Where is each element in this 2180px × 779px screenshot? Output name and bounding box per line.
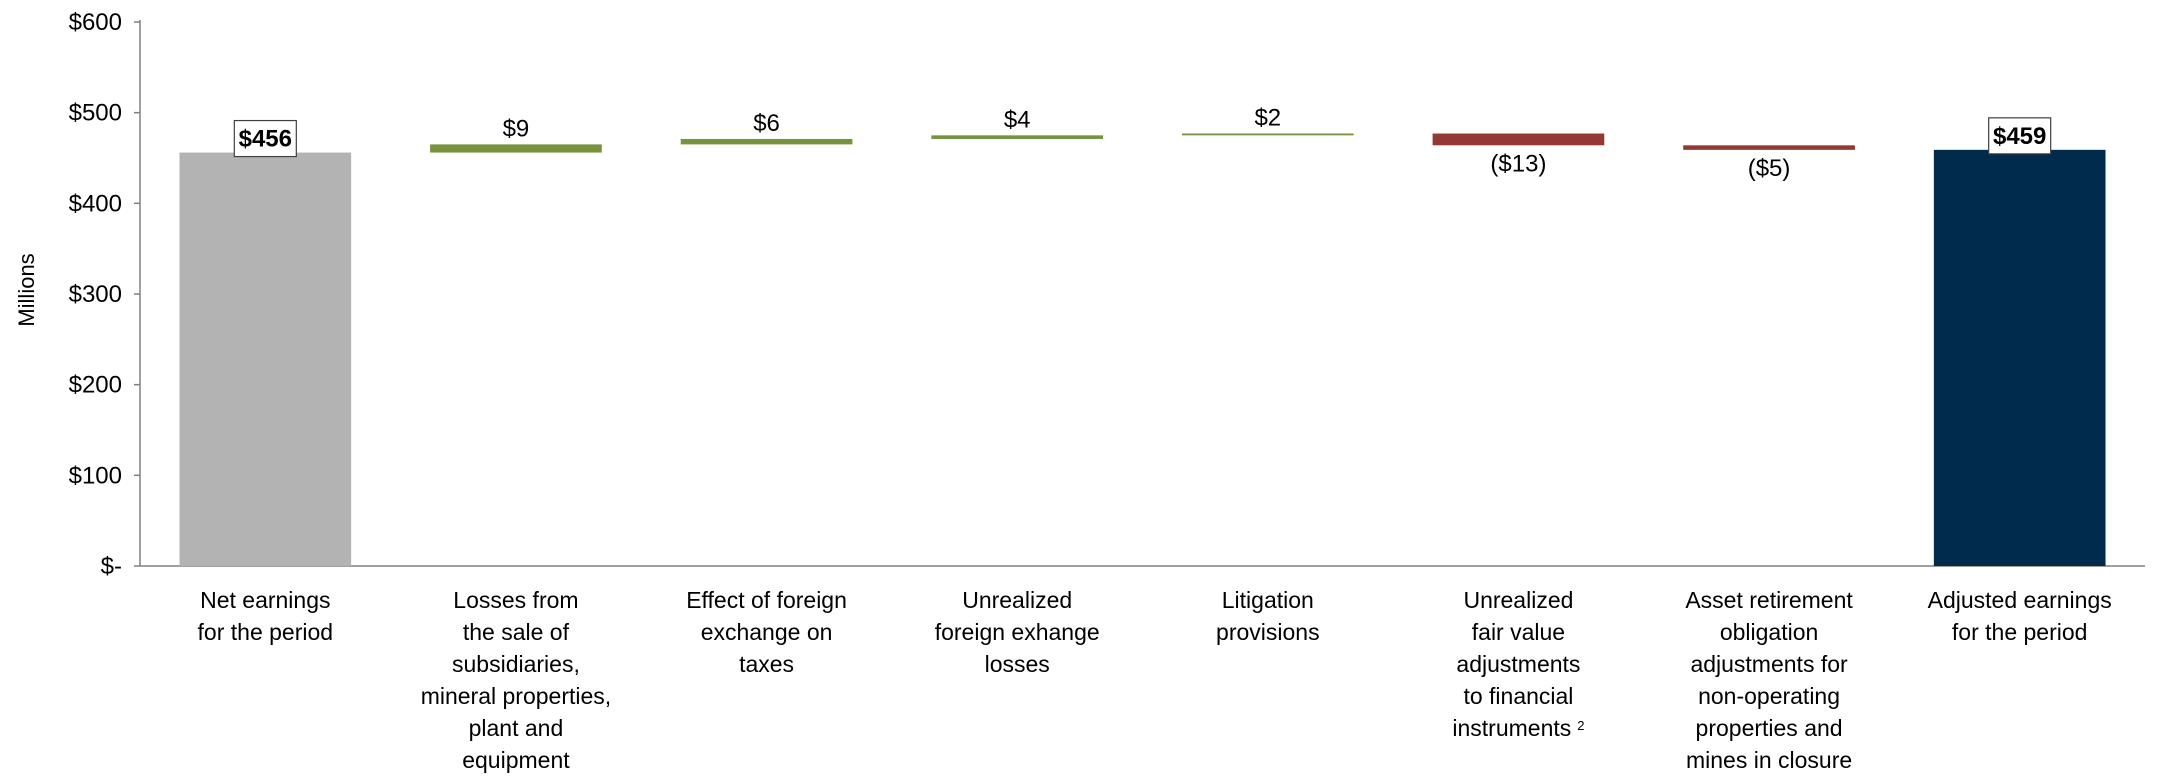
category-label: Net earnings for the period xyxy=(198,587,334,645)
category-label-line: obligation xyxy=(1720,619,1818,645)
category-label-line: taxes xyxy=(739,651,794,677)
y-tick-label: $200 xyxy=(69,372,122,399)
category-label-line: mineral properties, xyxy=(421,683,611,709)
data-label: ($13) xyxy=(1490,150,1546,177)
category-label-line: fair value xyxy=(1472,619,1565,645)
category-label: Unrealized fair value adjustments to financ… xyxy=(1452,587,1584,741)
category-label-line: properties and xyxy=(1696,715,1843,741)
y-axis-ticks: $- $100 $200 $300 $400 $500 $600 xyxy=(69,9,140,580)
category-label-line: provisions xyxy=(1216,619,1320,645)
category-label-line: adjustments for xyxy=(1690,651,1848,677)
data-label: $9 xyxy=(503,115,530,142)
y-tick-label: $400 xyxy=(69,190,122,217)
category-label-line: instruments xyxy=(1452,715,1571,741)
bar-4 xyxy=(1181,133,1354,136)
category-label-line: mines in closure xyxy=(1686,747,1852,773)
category-label: Adjusted earnings for the period xyxy=(1928,587,2112,645)
category-label-line: Unrealized xyxy=(962,587,1072,613)
bar-2 xyxy=(680,138,853,145)
category-label-line: for the period xyxy=(198,619,334,645)
category-label: Asset retirement obligation adjustments fo… xyxy=(1685,587,1853,773)
category-label-line: Unrealized xyxy=(1463,587,1573,613)
category-label: Litigation provisions xyxy=(1216,587,1320,645)
category-label-line: Effect of foreign xyxy=(686,587,847,613)
category-label-line: equipment xyxy=(462,747,570,773)
y-tick-label: $100 xyxy=(69,462,122,489)
y-axis-title: Millions xyxy=(14,253,39,326)
y-tick-label: $300 xyxy=(69,281,122,308)
data-label: $2 xyxy=(1254,105,1281,132)
category-label-line: to financial xyxy=(1463,683,1573,709)
category-label-line: Adjusted earnings xyxy=(1928,587,2112,613)
category-label-line: foreign exhange xyxy=(935,619,1100,645)
data-label: $456 xyxy=(239,126,292,153)
category-label-line: non-operating xyxy=(1698,683,1840,709)
data-label: $6 xyxy=(753,110,780,137)
category-label-line: losses xyxy=(985,651,1050,677)
data-label: $4 xyxy=(1004,106,1031,133)
category-footnote: 2 xyxy=(1577,718,1584,733)
category-label-line: adjustments xyxy=(1456,651,1580,677)
data-label: $459 xyxy=(1993,123,2046,150)
data-label-box xyxy=(1988,117,2052,155)
category-label-line: for the period xyxy=(1952,619,2088,645)
y-tick-label: $600 xyxy=(69,9,122,36)
bar-6 xyxy=(1683,145,1855,150)
category-labels: Net earnings for the period Losses from the… xyxy=(198,587,2112,773)
bar-7 xyxy=(1933,149,2106,566)
category-label-line: the sale of xyxy=(463,619,570,645)
data-label: ($5) xyxy=(1748,155,1791,182)
category-label-line: subsidiaries, xyxy=(452,651,580,677)
category-label: Unrealized foreign exhange losses xyxy=(935,587,1100,677)
data-label-box xyxy=(233,119,297,158)
category-label: Losses from the sale of subsidiaries, miner… xyxy=(421,587,611,773)
category-label-line: Losses from xyxy=(453,587,578,613)
bars xyxy=(179,133,2106,566)
category-label-line: plant and xyxy=(469,715,564,741)
y-tick-label: $- xyxy=(101,553,122,580)
y-tick-label: $500 xyxy=(69,100,122,127)
bar-3 xyxy=(931,135,1104,139)
category-label: Effect of foreign exchange on taxes xyxy=(686,587,847,677)
category-label-line: Asset retirement xyxy=(1685,587,1853,613)
data-labels: $456 $9 $6 $4 $2 ($13) ($5) $459 xyxy=(233,105,2052,182)
bar-0 xyxy=(179,152,352,566)
bar-1 xyxy=(430,144,602,153)
category-label-line: Net earnings xyxy=(200,587,330,613)
bar-5 xyxy=(1432,133,1605,146)
category-label-line: Litigation xyxy=(1222,587,1314,613)
category-label-line: exchange on xyxy=(701,619,833,645)
